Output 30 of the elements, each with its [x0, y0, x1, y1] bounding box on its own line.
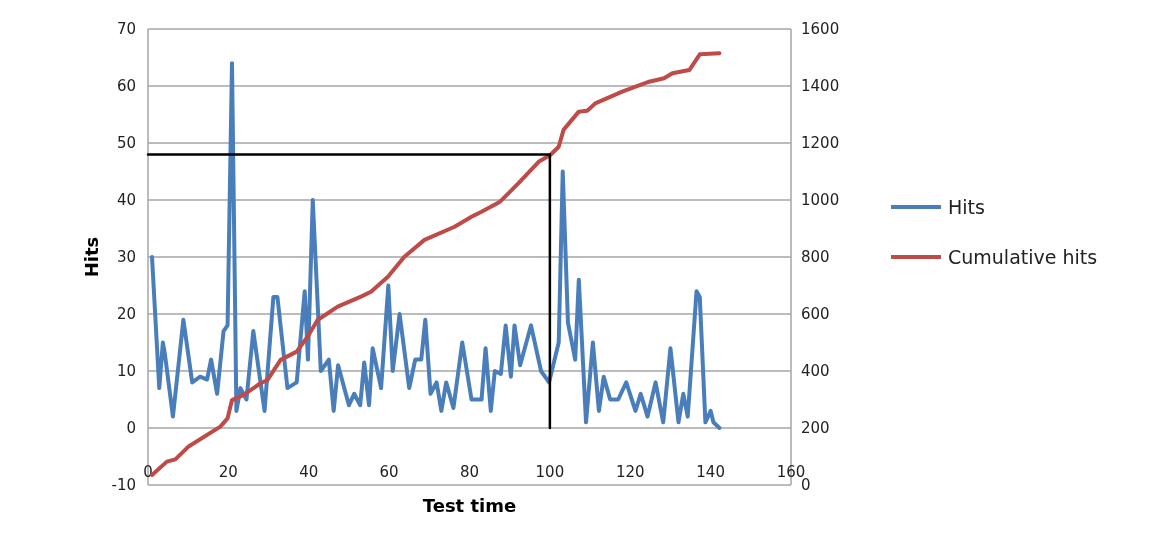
x-tick-label: 60 — [379, 463, 399, 482]
y2-tick-label: 1200 — [801, 134, 840, 153]
x-tick-label: 40 — [299, 463, 319, 482]
x-tick-label: 0 — [143, 463, 153, 482]
y-axis-title: Hits — [81, 236, 102, 278]
y-tick-label: 60 — [116, 77, 136, 96]
y-tick-label: 30 — [116, 248, 136, 267]
legend-label: Hits — [948, 195, 985, 218]
y-tick-label: 70 — [116, 20, 136, 39]
y-tick-label: 0 — [126, 419, 136, 438]
y-tick-label: 10 — [116, 362, 136, 381]
legend-label: Cumulative hits — [948, 245, 1098, 268]
x-tick-label: 120 — [615, 463, 645, 482]
y-tick-label: 40 — [116, 191, 136, 210]
y2-tick-label: 1600 — [801, 20, 840, 39]
y2-tick-label: 400 — [801, 362, 830, 381]
y2-tick-label: 600 — [801, 305, 830, 324]
x-tick-label: 80 — [459, 463, 480, 482]
y2-tick-label: 0 — [801, 476, 811, 495]
y-tick-label: 50 — [116, 134, 136, 153]
y-tick-label: 20 — [116, 305, 136, 324]
x-tick-label: 20 — [218, 463, 238, 482]
y2-tick-label: 1400 — [801, 77, 840, 96]
y2-tick-label: 200 — [801, 419, 830, 438]
y2-tick-label: 800 — [801, 248, 830, 267]
y2-tick-label: 1000 — [801, 191, 840, 210]
x-tick-label: 100 — [535, 463, 565, 482]
x-axis-title: Test time — [422, 495, 517, 516]
x-tick-label: 140 — [696, 463, 725, 482]
y-tick-label: -10 — [111, 476, 136, 495]
